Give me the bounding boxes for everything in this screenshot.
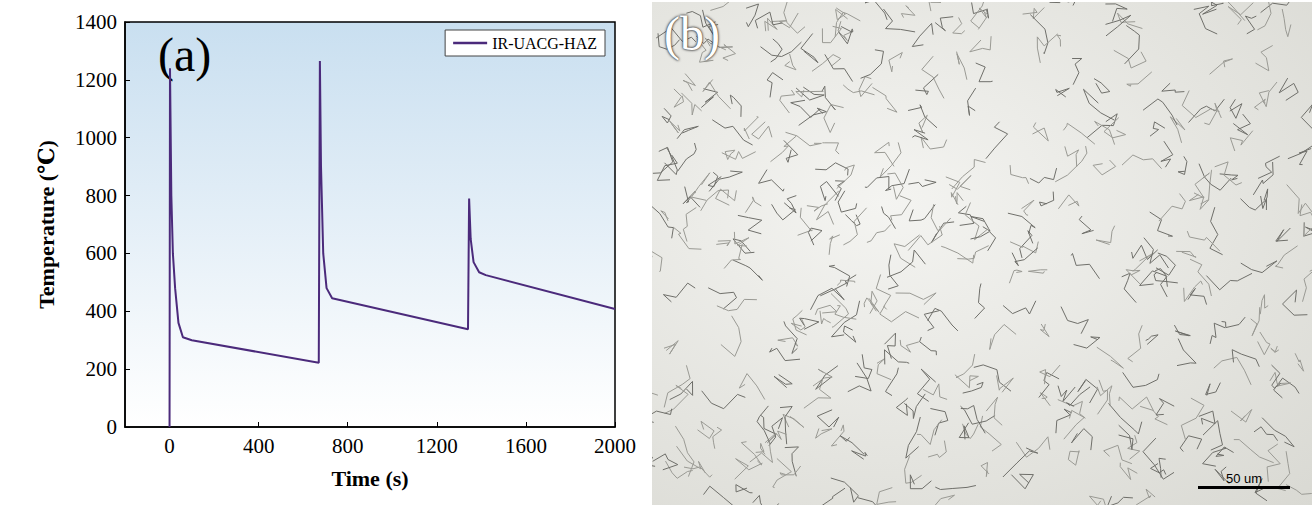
svg-text:Temperature (℃): Temperature (℃) <box>34 140 59 309</box>
svg-text:0: 0 <box>107 415 118 439</box>
svg-text:0: 0 <box>164 434 175 458</box>
svg-text:(a): (a) <box>158 28 211 82</box>
svg-text:400: 400 <box>86 299 118 323</box>
svg-text:400: 400 <box>243 434 275 458</box>
svg-text:1200: 1200 <box>416 434 458 458</box>
svg-text:1200: 1200 <box>75 68 117 92</box>
html-text:50 um: 50 um <box>1225 471 1263 486</box>
svg-text:1000: 1000 <box>75 126 117 150</box>
svg-text:600: 600 <box>86 241 118 265</box>
svg-text:IR-UACG-HAZ: IR-UACG-HAZ <box>492 35 597 52</box>
svg-text:200: 200 <box>86 357 118 381</box>
svg-text:800: 800 <box>332 434 364 458</box>
svg-text:Time (s): Time (s) <box>331 466 408 491</box>
svg-text:800: 800 <box>86 184 118 208</box>
svg-text:2000: 2000 <box>594 434 636 458</box>
html-text:(b): (b) <box>664 7 720 60</box>
svg-text:1600: 1600 <box>505 434 547 458</box>
svg-text:1400: 1400 <box>75 10 117 34</box>
